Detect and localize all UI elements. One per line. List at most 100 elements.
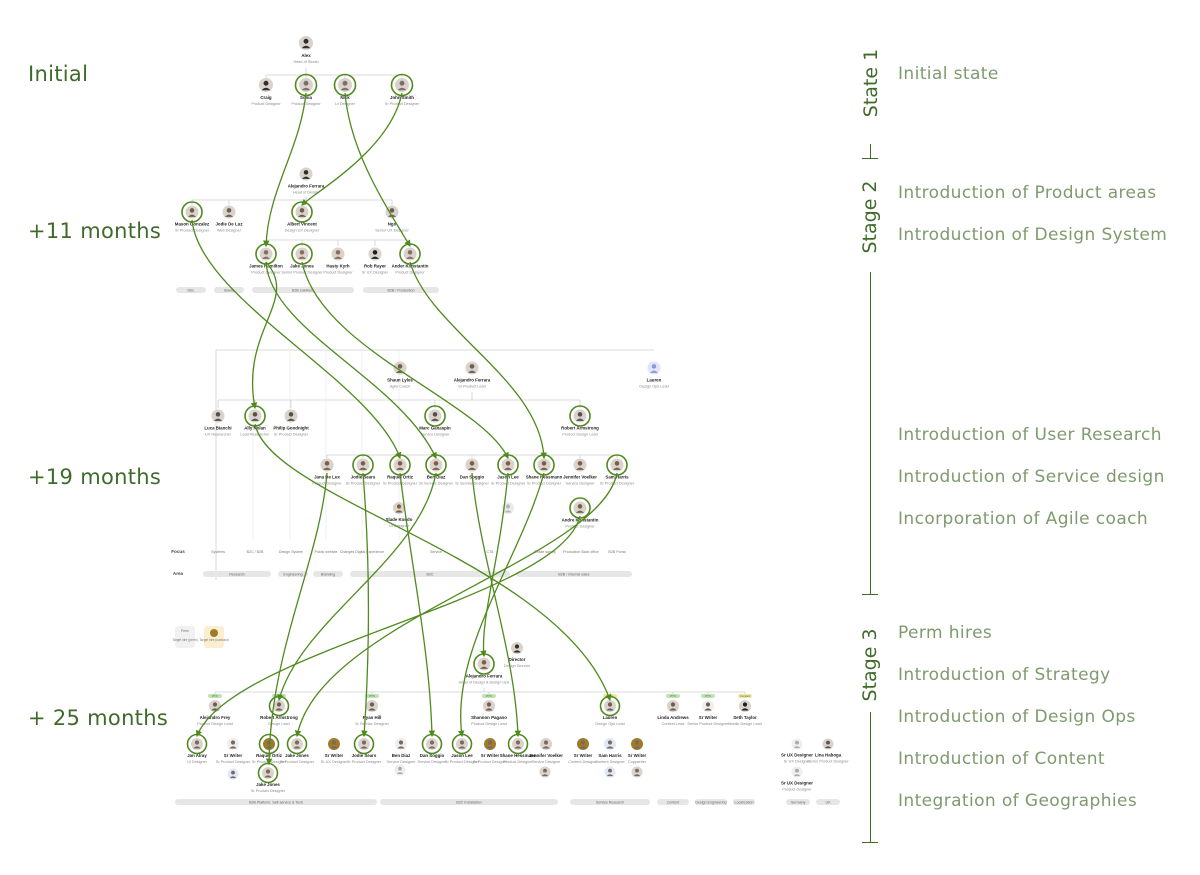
person-name: Shannon Pagano bbox=[471, 715, 507, 720]
avatar-head bbox=[252, 412, 258, 417]
person-role: Sr Product Designer bbox=[527, 482, 562, 486]
person-role: Sr Product Designer bbox=[274, 433, 309, 437]
person-role: Sr Product Designer bbox=[473, 760, 508, 764]
avatar-head bbox=[614, 461, 620, 466]
avatar-body bbox=[360, 746, 368, 749]
org11-lead-avatar bbox=[385, 205, 399, 219]
org25-area-pill bbox=[786, 799, 810, 805]
avatar-body bbox=[264, 775, 272, 778]
person-role: Product Designer bbox=[503, 760, 533, 764]
avatar-body bbox=[193, 746, 201, 749]
avatar-body bbox=[275, 708, 283, 711]
avatar-head bbox=[399, 80, 405, 86]
transition-arrow bbox=[361, 472, 370, 738]
transition-arrow bbox=[265, 261, 437, 459]
org25-area-pill bbox=[695, 799, 727, 805]
initial-report-avatar bbox=[259, 78, 273, 92]
org19-area-pill-label: B2B / Internal sales bbox=[558, 572, 589, 576]
org11-member-avatar bbox=[399, 243, 421, 265]
org25-badge bbox=[666, 694, 680, 698]
avatar-head bbox=[577, 461, 583, 466]
person-role: Sr UX Designer bbox=[362, 271, 389, 275]
highlight-ring bbox=[424, 405, 446, 427]
avatar-head bbox=[505, 504, 511, 509]
person-name: Craig bbox=[260, 95, 272, 100]
org25-area-pill bbox=[570, 799, 650, 805]
org11-member-avatar bbox=[291, 243, 313, 265]
org25-geo-avatar bbox=[791, 766, 803, 778]
avatar-head bbox=[396, 504, 402, 509]
person-name: Philip Goodnight bbox=[273, 426, 309, 431]
person-name: Jan Alray bbox=[187, 753, 207, 758]
transition-arrow bbox=[301, 92, 403, 206]
avatar-body bbox=[301, 176, 311, 179]
avatar-body bbox=[333, 256, 343, 259]
avatar-body bbox=[430, 418, 440, 421]
avatar-head bbox=[303, 170, 309, 175]
person-role: Product Designer bbox=[251, 271, 281, 275]
person-name: Sr Writer bbox=[224, 753, 243, 758]
org19-extra-avatar bbox=[569, 497, 591, 519]
person-role: Sr Product Designer bbox=[216, 760, 251, 764]
person-name: Dan Soggio bbox=[420, 753, 445, 758]
org25-area-pill bbox=[380, 799, 558, 805]
org19-member-avatar bbox=[465, 458, 479, 472]
org19-area-pill-label: Branding bbox=[321, 572, 335, 576]
org19-area-pill bbox=[313, 571, 343, 577]
legend-perm-label: Target hire (perm) bbox=[172, 638, 197, 642]
org11-area-pill-label: DEL bbox=[188, 288, 195, 292]
person-name: Shane Hessmann bbox=[526, 475, 563, 480]
avatar-head bbox=[481, 660, 487, 665]
org19-area-pill bbox=[278, 571, 308, 577]
avatar-body bbox=[301, 45, 311, 49]
org11-area-pill-label: B2B solutions bbox=[292, 288, 314, 292]
transition-arrow bbox=[195, 515, 581, 738]
org11-area-pill bbox=[214, 287, 244, 293]
person-name: Sr Writer bbox=[628, 753, 647, 758]
person-name: Sr Writer bbox=[699, 715, 718, 720]
org25-area-pill bbox=[657, 799, 689, 805]
person-name: Andre Konstantin bbox=[562, 518, 599, 523]
transition-arrow bbox=[471, 472, 522, 738]
person-role: Design UX Designer bbox=[285, 229, 320, 233]
avatar-body bbox=[793, 774, 801, 777]
org19-member-avatar bbox=[573, 458, 587, 472]
person-role: Sr Service Designer bbox=[355, 722, 389, 726]
person-name: Luca Bianchi bbox=[204, 426, 231, 431]
avatar-body bbox=[370, 256, 380, 259]
person-name: Director bbox=[509, 657, 526, 662]
avatar-body bbox=[486, 746, 494, 749]
avatar-head bbox=[469, 461, 475, 466]
timeline-line-1 bbox=[870, 144, 871, 158]
transition-arrow bbox=[344, 92, 411, 247]
person-role: Sr Product Designer bbox=[280, 760, 315, 764]
person-role: Sr Product Designer bbox=[445, 760, 480, 764]
org19-focus-item: Design System bbox=[279, 550, 303, 554]
org11-lead-avatar bbox=[181, 201, 203, 223]
org11-member-avatar bbox=[255, 243, 277, 265]
person-role: UI Designer bbox=[335, 102, 356, 106]
initial-report-avatar bbox=[390, 73, 414, 97]
person-name: Seth Taylor bbox=[733, 715, 757, 720]
person-name: Linda Andrews bbox=[657, 715, 689, 720]
avatar-head bbox=[335, 250, 341, 255]
avatar-body bbox=[293, 746, 301, 749]
person-role: UX Researcher bbox=[205, 433, 232, 437]
transition-arrow bbox=[265, 472, 328, 766]
person-role: Head of Design & Design Ops bbox=[459, 681, 510, 685]
transition-arrow bbox=[409, 261, 547, 460]
person-role: Sr Product Designer bbox=[491, 482, 526, 486]
person-role: Service Designer bbox=[387, 760, 417, 764]
avatar-body bbox=[579, 746, 587, 749]
org25-area-pill-label: Design Engineering bbox=[695, 800, 726, 804]
avatar-body bbox=[213, 418, 223, 421]
avatar-body bbox=[395, 510, 403, 513]
org19-area-label: Area bbox=[173, 571, 184, 576]
person-role: Sr Product Designer bbox=[251, 789, 286, 793]
avatar-head bbox=[543, 740, 549, 745]
avatar-head bbox=[515, 740, 521, 745]
person-role: Sr UX Designer bbox=[321, 760, 348, 764]
avatar-body bbox=[485, 708, 493, 711]
avatar-head bbox=[397, 461, 403, 466]
avatar-head bbox=[189, 208, 195, 213]
